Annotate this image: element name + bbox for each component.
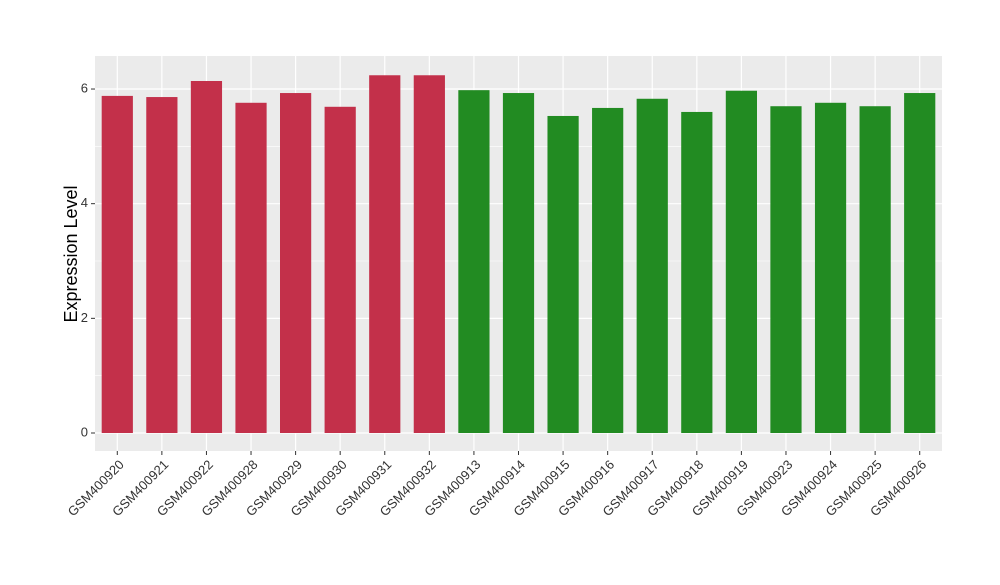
bar	[592, 107, 624, 433]
bar	[814, 102, 847, 433]
bar	[904, 93, 936, 433]
y-tick-label: 6	[81, 80, 88, 95]
bar	[681, 111, 713, 433]
bar	[458, 90, 490, 433]
bar	[725, 90, 757, 433]
y-axis-title: Expression Level	[61, 185, 81, 322]
bar	[859, 106, 891, 433]
bar	[413, 75, 445, 433]
bar	[280, 93, 312, 433]
bar	[190, 80, 223, 433]
bar	[636, 98, 668, 433]
y-tick-label: 0	[81, 424, 88, 439]
y-tick-label: 2	[81, 310, 88, 325]
bar	[547, 115, 579, 433]
bar	[369, 75, 401, 433]
bar	[235, 102, 267, 433]
y-tick-label: 4	[81, 195, 88, 210]
bar	[146, 97, 178, 433]
bar	[324, 106, 356, 433]
bar	[101, 95, 133, 433]
bar	[502, 93, 535, 433]
bar	[770, 106, 802, 433]
